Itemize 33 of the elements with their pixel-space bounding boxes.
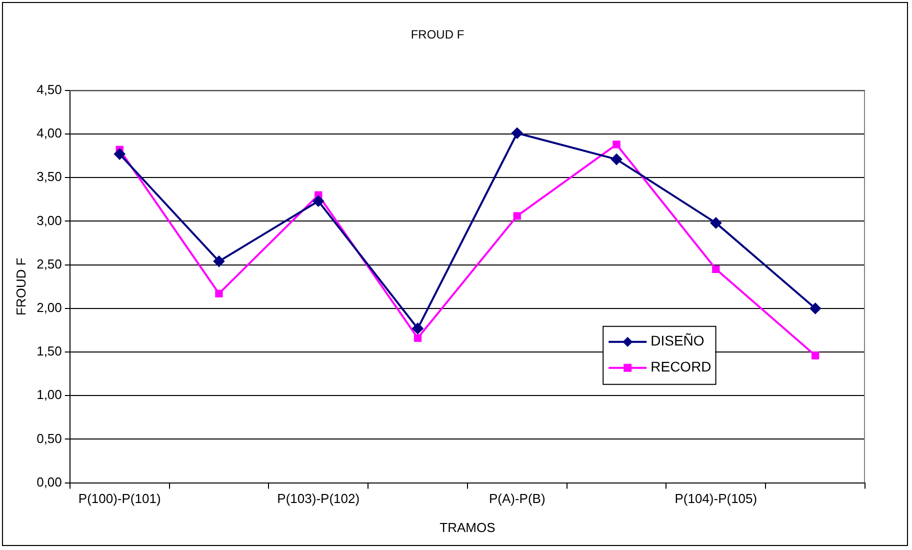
y-tick-label: 1,00: [36, 387, 62, 402]
point: [611, 154, 622, 165]
point: [810, 302, 821, 314]
point: [513, 212, 521, 220]
point: [215, 290, 223, 298]
point: [414, 334, 422, 342]
x-tick-label: P(104)-P(105): [674, 491, 758, 506]
point: [213, 256, 224, 267]
y-tick-label: 0,00: [36, 474, 62, 490]
y-tick-label: 3,50: [36, 169, 62, 184]
x-tick-label: P(100)-P(101): [78, 491, 161, 506]
point: [710, 217, 722, 228]
legend-label: DISEÑO: [650, 332, 704, 349]
legend-label: RECORD: [650, 358, 712, 375]
y-tick-label: 2,50: [36, 256, 62, 272]
y-tick-label: 4,00: [36, 126, 62, 141]
y-tick-label: 0,50: [36, 430, 62, 446]
x-tick-label: P(A)-P(B): [488, 491, 546, 506]
point: [811, 352, 820, 360]
point: [312, 196, 324, 207]
point: [712, 265, 720, 273]
point: [114, 148, 126, 160]
chart-title: FROUD F: [410, 28, 464, 42]
y-axis-title: FROUD F: [13, 258, 28, 316]
y-tick-label: 1,50: [36, 344, 62, 359]
y-tick-label: 4,50: [36, 82, 62, 97]
x-axis-title: TRAMOS: [440, 520, 496, 535]
point: [412, 322, 424, 334]
point: [612, 140, 620, 148]
x-tick-label: P(103)-P(102): [277, 491, 360, 506]
y-tick-label: 2,00: [36, 300, 62, 315]
point: [512, 128, 523, 139]
y-tick-label: 3,00: [36, 212, 62, 228]
